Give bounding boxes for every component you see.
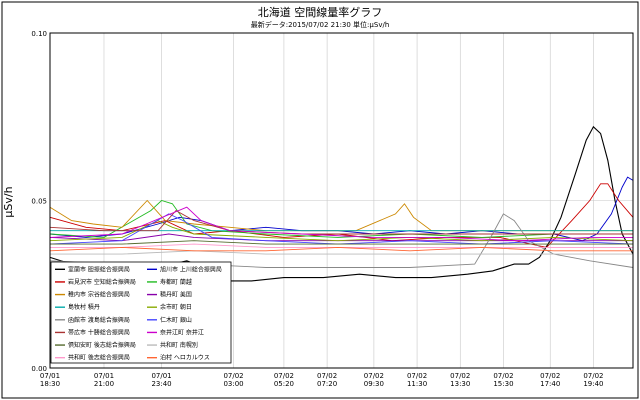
x-tick-time: 13:30 (450, 380, 470, 388)
series-line (50, 250, 633, 255)
x-tick-date: 07/02 (364, 372, 384, 380)
x-ticks: 07/0118:3007/0121:0007/0123:4007/0203:00… (40, 372, 604, 388)
x-tick-date: 07/02 (540, 372, 560, 380)
y-tick-label: 0.05 (31, 198, 47, 206)
series-line (49, 206, 633, 242)
x-tick-time: 15:30 (493, 380, 513, 388)
series-line (50, 240, 633, 245)
legend-label: 共和町 南幌別 (160, 341, 198, 349)
legend-label: 奈井江町 奈井江 (160, 328, 204, 336)
series-line (49, 213, 634, 245)
x-tick-time: 11:30 (407, 380, 427, 388)
plot-area (49, 32, 634, 369)
legend-label: 倶知安町 後志総合振興局 (68, 341, 136, 349)
x-tick-time: 09:30 (364, 380, 384, 388)
x-tick-date: 07/02 (583, 372, 603, 380)
legend-label: 室蘭市 胆振総合振興局 (68, 265, 130, 273)
x-tick-date: 07/01 (40, 372, 60, 380)
x-tick-time: 03:00 (223, 380, 243, 388)
x-tick-date: 07/02 (450, 372, 470, 380)
series-line (49, 183, 634, 248)
legend-label: 稚内市 宗谷総合振興局 (68, 291, 130, 299)
x-tick-date: 07/02 (317, 372, 337, 380)
x-tick-time: 05:20 (274, 380, 294, 388)
legend-label: 函館市 渡島総合振興局 (68, 316, 130, 324)
legend-label: 共和町 後志総合振興局 (68, 354, 130, 362)
legend-label: 積丹町 美国 (160, 291, 192, 299)
chart-subtitle: 最新データ:2015/07/02 21:30 単位:μSv/h (251, 20, 390, 29)
legend-label: 岩見沢市 空知総合振興局 (68, 278, 136, 286)
legend-label: 島牧村 積丹 (68, 303, 100, 311)
legend-label: 仁木町 銀山 (160, 316, 192, 324)
x-tick-date: 07/01 (151, 372, 171, 380)
x-tick-time: 17:40 (540, 380, 560, 388)
series-line (49, 220, 634, 242)
y-axis-label: μSv/h (2, 186, 15, 217)
chart-title: 北海道 空間線量率グラフ (258, 5, 383, 19)
series-line (49, 246, 633, 252)
legend-label: 泊村 ヘロカルウス (160, 354, 210, 362)
x-tick-date: 07/01 (94, 372, 114, 380)
x-tick-time: 19:40 (583, 380, 603, 388)
y-ticks: 0.00 0.05 0.10 (31, 30, 47, 373)
legend-label: 寿都町 蘭越 (160, 278, 192, 286)
legend-label: 帯広市 十勝総合振興局 (68, 328, 130, 336)
x-tick-time: 07:20 (317, 380, 337, 388)
x-tick-time: 21:00 (94, 380, 114, 388)
y-tick-label: 0.00 (31, 365, 47, 373)
legend-label: 旭川市 上川総合振興局 (160, 265, 222, 273)
x-tick-date: 07/02 (274, 372, 294, 380)
legend-label: 余市町 朝日 (160, 303, 192, 311)
legend-box (50, 261, 232, 364)
x-tick-time: 23:40 (151, 380, 171, 388)
x-tick-date: 07/02 (407, 372, 427, 380)
x-tick-date: 07/02 (493, 372, 513, 380)
x-tick-time: 18:30 (40, 380, 60, 388)
y-tick-label: 0.10 (31, 30, 47, 38)
x-tick-date: 07/02 (223, 372, 243, 380)
